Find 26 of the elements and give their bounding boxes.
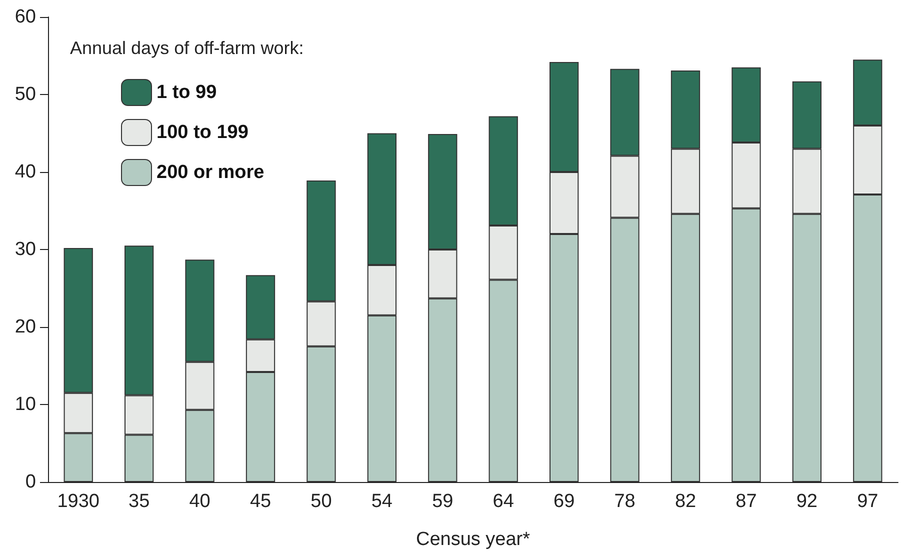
x-tick-label: 92 — [796, 491, 818, 512]
y-tick-label: 30 — [14, 239, 36, 260]
x-tick-label: 59 — [432, 491, 454, 512]
x-tick-label: 50 — [310, 491, 332, 512]
x-tick-label: 40 — [189, 491, 210, 512]
x-tick-label: 87 — [736, 491, 757, 512]
y-tick-label: 50 — [14, 84, 36, 105]
legend-label: 100 to 199 — [156, 122, 248, 143]
x-tick-label: 35 — [128, 491, 150, 512]
y-tick-label: 40 — [14, 162, 36, 182]
y-tick-label: 20 — [14, 316, 36, 338]
x-tick-label: 82 — [674, 491, 696, 512]
y-tick-label: 10 — [14, 394, 36, 415]
x-tick-label: 78 — [614, 491, 636, 512]
x-tick-label: 97 — [857, 491, 878, 512]
x-axis-title: Census year* — [416, 529, 531, 550]
x-tick-label: 64 — [492, 491, 514, 512]
x-tick-label: 54 — [371, 491, 393, 512]
legend-label: 1 to 99 — [156, 82, 217, 103]
y-tick-label: 60 — [14, 6, 36, 28]
legend-label: 200 or more — [156, 162, 264, 183]
y-tick-label: 0 — [25, 472, 36, 492]
x-tick-label: 45 — [250, 491, 272, 512]
x-tick-label: 69 — [554, 491, 575, 512]
legend-title: Annual days of off-farm work: — [70, 38, 304, 58]
x-tick-label: 1930 — [57, 491, 100, 512]
